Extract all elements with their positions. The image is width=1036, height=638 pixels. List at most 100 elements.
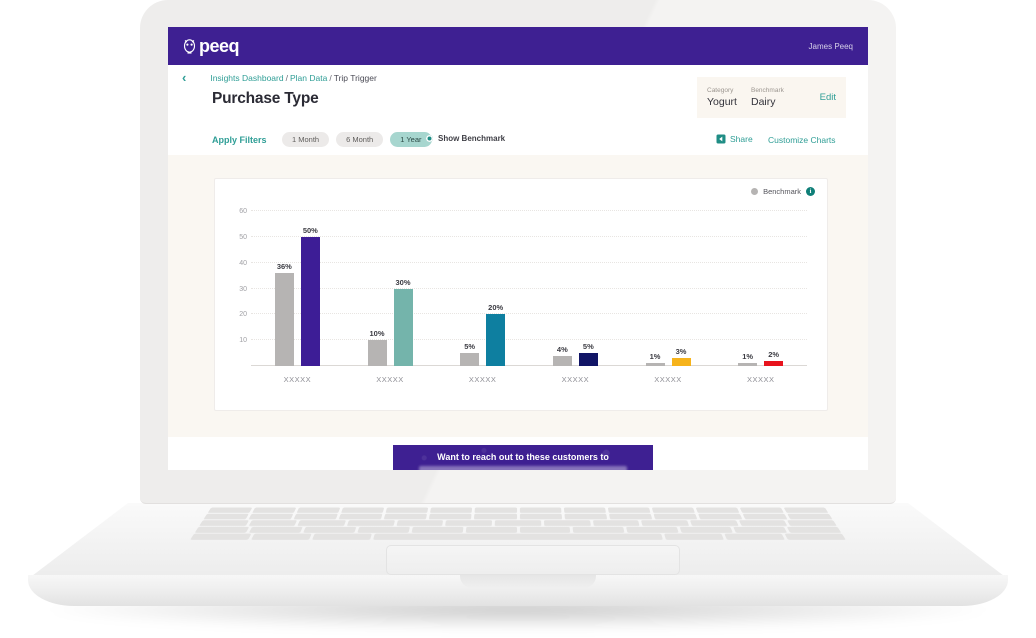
category-field: Category Yogurt — [707, 87, 737, 108]
context-panel: Category Yogurt Benchmark Dairy Edit — [697, 77, 846, 118]
keyboard-row — [203, 513, 833, 520]
keyboard-key — [592, 520, 640, 526]
benchmark-field: Benchmark Dairy — [751, 87, 784, 108]
keyboard-key — [739, 507, 784, 513]
breadcrumb-separator: / — [285, 73, 288, 83]
edit-button[interactable]: Edit — [819, 92, 836, 103]
plot-area: 10 20 30 40 50 60 36% 50% XXXXX 10% 30% XXXXX 5% 20% X… — [239, 208, 807, 384]
chart-card: Benchmark i 10 20 30 40 50 60 36% 50% XXXXX 10% 30… — [214, 178, 828, 411]
share-label: Share — [730, 134, 753, 144]
keyboard-key — [339, 513, 383, 520]
keyboard-key — [738, 520, 788, 526]
cta-banner[interactable]: Want to reach out to these customers to — [393, 445, 653, 470]
keyboard-key — [697, 513, 743, 520]
keyboard-key — [384, 513, 428, 520]
banner-clipped-text — [419, 466, 627, 470]
keyboard-key — [626, 526, 679, 533]
keyboard-key — [248, 520, 298, 526]
keyboard-key — [411, 526, 464, 533]
back-button[interactable]: ‹ — [182, 70, 187, 85]
y-axis-tick-label: 40 — [239, 259, 247, 267]
keyboard-key — [465, 526, 517, 533]
breadcrumb-item[interactable]: Plan Data — [289, 73, 328, 83]
value-bar[interactable]: 2% — [764, 350, 784, 366]
breadcrumb: Insights Dashboard / Plan Data / Trip Trigge… — [210, 73, 376, 83]
gridline — [251, 261, 807, 263]
show-benchmark-toggle[interactable]: Show Benchmark — [426, 134, 505, 143]
y-axis-tick-label: 10 — [239, 337, 247, 345]
keyboard-row — [199, 520, 837, 526]
benchmark-bar[interactable]: 5% — [460, 342, 480, 366]
keyboard-key — [679, 526, 733, 533]
laptop-front-edge — [28, 575, 1008, 606]
benchmark-bar[interactable]: 1% — [738, 352, 758, 366]
benchmark-bar[interactable]: 4% — [552, 345, 572, 366]
keyboard-key — [787, 513, 833, 520]
keyboard-key — [695, 507, 740, 513]
user-menu[interactable]: James Peeq — [808, 41, 853, 51]
benchmark-value: Dairy — [750, 96, 776, 108]
keyboard-key — [474, 507, 517, 513]
laptop-trackpad — [386, 545, 680, 575]
keyboard-key — [783, 507, 829, 513]
laptop-screen: peeq James Peeq ‹ Insights Dashboard / Pla… — [168, 27, 868, 470]
value-bar[interactable]: 3% — [671, 347, 691, 366]
bar-value-label: 3% — [675, 347, 687, 357]
value-bar[interactable]: 30% — [393, 278, 413, 366]
breadcrumb-item[interactable]: Insights Dashboard — [210, 73, 284, 83]
value-bar[interactable]: 20% — [486, 303, 506, 366]
x-axis-category-label: XXXXX — [654, 375, 682, 384]
time-filter-1-month[interactable]: 1 Month — [282, 132, 330, 147]
benchmark-bar[interactable]: 36% — [274, 262, 294, 366]
keyboard-key — [296, 507, 341, 513]
share-button[interactable]: Share — [716, 134, 753, 144]
bar-value-label: 1% — [742, 352, 754, 362]
peeq-logo[interactable]: peeq — [183, 35, 240, 57]
value-bar[interactable]: 50% — [300, 226, 320, 366]
bar-group: 1% 3% XXXXX — [622, 213, 715, 384]
keyboard-key — [519, 507, 562, 513]
bar-group: 10% 30% XXXXX — [344, 213, 437, 384]
keyboard-key — [430, 507, 473, 513]
y-axis-tick-label: 30 — [239, 285, 247, 293]
keyboard-key — [203, 513, 249, 520]
value-bar[interactable]: 5% — [578, 342, 598, 366]
chart-legend: Benchmark i — [751, 187, 815, 196]
keyboard-key — [607, 507, 651, 513]
time-filter-1-year[interactable]: 1 Year — [390, 132, 432, 147]
logo-text: peeq — [199, 35, 240, 56]
benchmark-bar[interactable]: 1% — [645, 352, 665, 366]
gridline — [251, 339, 807, 341]
keyboard-key — [608, 513, 652, 520]
gridline — [251, 313, 807, 315]
keyboard-key — [396, 520, 444, 526]
keyboard-key — [742, 513, 788, 520]
keyboard-key — [564, 513, 607, 520]
x-axis-category-label: XXXXX — [561, 375, 590, 384]
keyboard-key — [563, 507, 606, 513]
share-icon — [716, 134, 726, 144]
keyboard-key — [194, 526, 250, 533]
time-filter-6-month[interactable]: 6 Month — [336, 132, 384, 147]
benchmark-bar[interactable]: 10% — [367, 329, 387, 366]
breadcrumb-row: ‹ Insights Dashboard / Plan Data / Trip Trig… — [182, 70, 377, 85]
keyboard-key — [190, 533, 252, 540]
bar-group: 1% 2% XXXXX — [714, 213, 807, 384]
bar-value-label: 20% — [488, 303, 504, 313]
apply-filters-button[interactable]: Apply Filters — [212, 135, 267, 145]
keyboard-key — [341, 507, 385, 513]
keyboard-key — [784, 533, 846, 540]
y-axis-tick-label: 50 — [239, 233, 247, 241]
keyboard-key — [651, 507, 695, 513]
keyboard-row — [194, 526, 842, 533]
keyboard-key — [297, 520, 347, 526]
benchmark-label: Benchmark — [750, 87, 784, 94]
customize-charts-button[interactable]: Customize Charts — [768, 135, 836, 145]
info-icon[interactable]: i — [806, 187, 815, 196]
category-value: Yogurt — [707, 96, 737, 108]
keyboard-key — [293, 513, 339, 520]
breadcrumb-separator: / — [329, 73, 332, 83]
bar-value-label: 1% — [649, 352, 661, 362]
laptop-keyboard — [188, 507, 848, 540]
bar-value-label: 4% — [556, 344, 568, 354]
